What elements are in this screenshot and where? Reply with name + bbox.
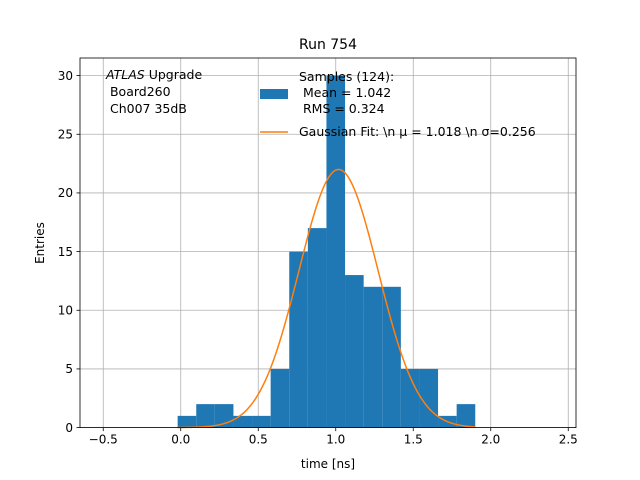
annotation-atlas: ATLAS — [105, 67, 145, 82]
histogram-bar — [456, 404, 476, 428]
legend-samples-line-2: Mean = 1.042 — [299, 85, 391, 100]
y-tick-label: 15 — [58, 245, 73, 259]
histogram-bar — [196, 404, 215, 428]
plot-frame — [79, 57, 577, 429]
histogram-bar — [270, 368, 290, 428]
histogram-bar — [400, 368, 420, 428]
atlas-annotation: ATLAS Upgrade Board260 Ch007 35dB — [105, 67, 202, 116]
annotation-line-3: Ch007 35dB — [106, 101, 187, 116]
histogram-bar — [382, 286, 401, 428]
histogram-bar — [252, 415, 271, 428]
legend-fit-label: Gaussian Fit: \n μ = 1.018 \n σ=0.256 — [299, 124, 536, 139]
chart-title: Run 754 — [299, 37, 357, 53]
x-tick-label: 1.0 — [326, 433, 345, 447]
y-axis-ticks: 0 5 10 15 20 25 30 — [58, 69, 80, 435]
y-tick-label: 5 — [65, 362, 73, 376]
x-tick-label: −0.5 — [89, 433, 118, 447]
histogram-bars — [177, 75, 476, 428]
histogram-bar — [233, 415, 253, 428]
histogram-bar — [419, 368, 439, 428]
annotation-upgrade: Upgrade — [145, 67, 203, 82]
y-tick-label: 30 — [58, 69, 73, 83]
histogram-bar — [177, 415, 197, 428]
y-tick-label: 20 — [58, 186, 73, 200]
histogram-bar — [289, 251, 308, 428]
x-tick-label: 2.0 — [481, 433, 500, 447]
x-axis-ticks: −0.5 0.0 0.5 1.0 1.5 2.0 2.5 — [89, 427, 578, 447]
legend-samples-line-1: Samples (124): — [299, 69, 394, 84]
legend: Samples (124): Mean = 1.042 RMS = 0.324 … — [260, 69, 536, 139]
x-tick-label: 0.0 — [171, 433, 190, 447]
histogram-bar — [363, 286, 383, 428]
x-tick-label: 2.5 — [559, 433, 578, 447]
annotation-line-1: ATLAS Upgrade — [105, 67, 202, 82]
legend-samples-swatch — [260, 89, 288, 99]
legend-samples-line-3: RMS = 0.324 — [299, 101, 385, 116]
x-tick-label: 0.5 — [249, 433, 268, 447]
y-tick-label: 25 — [58, 128, 73, 142]
histogram-bar — [326, 75, 346, 428]
annotation-line-2: Board260 — [106, 84, 171, 99]
x-axis-label: time [ns] — [301, 457, 355, 471]
y-tick-label: 0 — [65, 421, 73, 435]
y-tick-label: 10 — [58, 304, 73, 318]
y-axis-label: Entries — [33, 222, 47, 264]
gaussian-fit-curve — [177, 168, 476, 429]
histogram-bar — [345, 275, 364, 428]
x-tick-label: 1.5 — [404, 433, 423, 447]
histogram-bar — [307, 228, 327, 428]
